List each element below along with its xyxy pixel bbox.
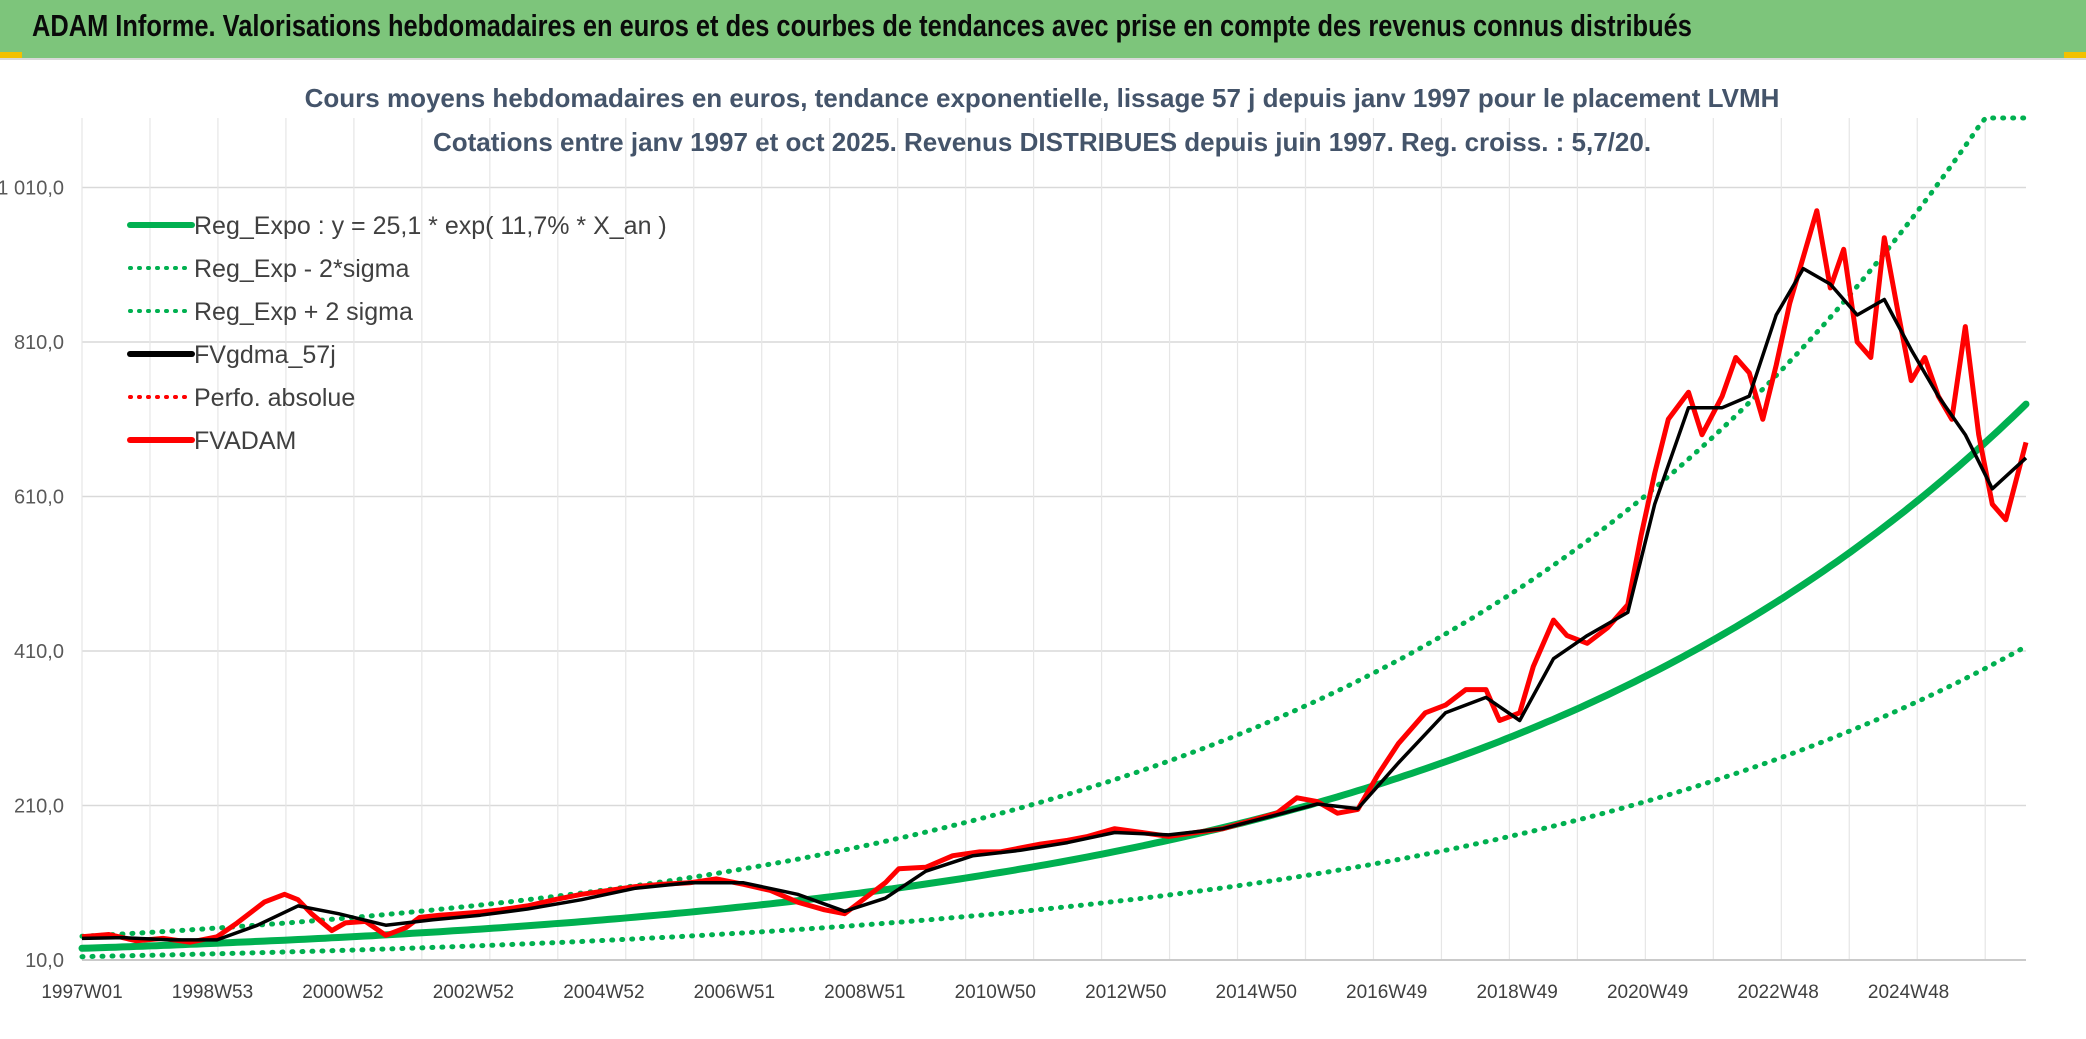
y-axis: 1 010,0 810,0 610,0 410,0 210,0 10,0 <box>0 178 64 972</box>
legend-label: Perfo. absolue <box>194 384 355 412</box>
chart-series <box>78 115 2030 960</box>
chart-grid <box>81 118 2026 961</box>
x-tick-label: 2016W49 <box>1346 982 1427 1003</box>
y-tick-label: 1 010,0 <box>0 178 64 200</box>
chart: Cours moyens hebdomadaires en euros, ten… <box>0 83 2030 1003</box>
y-tick-label: 10,0 <box>25 950 64 972</box>
x-tick-label: 2006W51 <box>694 982 775 1003</box>
x-tick-label: 2022W48 <box>1737 982 1818 1003</box>
legend-label: FVADAM <box>194 427 296 455</box>
legend-label: Reg_Expo : y = 25,1 * exp( 11,7% * X_an … <box>194 212 667 240</box>
y-tick-label: 610,0 <box>14 487 64 509</box>
fvgdma-line <box>81 266 2028 942</box>
trend-upper-line <box>79 115 2029 939</box>
x-tick-label: 1997W01 <box>41 982 122 1003</box>
header-banner: ADAM Informe. Valorisations hebdomadaire… <box>0 0 2086 58</box>
x-tick-label: 2018W49 <box>1476 982 1557 1003</box>
y-tick-label: 810,0 <box>14 332 64 354</box>
legend-label: Reg_Exp - 2*sigma <box>194 255 409 283</box>
chart-title: Cours moyens hebdomadaires en euros, ten… <box>305 83 1780 113</box>
trend-line <box>78 400 2030 952</box>
x-tick-label: 2012W50 <box>1085 982 1166 1003</box>
chart-area: Cours moyens hebdomadaires en euros, ten… <box>0 58 2086 1039</box>
y-tick-label: 210,0 <box>14 796 64 818</box>
legend-label: Reg_Exp + 2 sigma <box>194 298 413 326</box>
chart-subtitle: Cotations entre janv 1997 et oct 2025. R… <box>433 127 1651 157</box>
x-tick-label: 2010W50 <box>955 982 1036 1003</box>
x-tick-label: 2014W50 <box>1216 982 1297 1003</box>
x-tick-label: 1998W53 <box>172 982 253 1003</box>
trend-lower-line <box>79 644 2029 960</box>
chart-legend: Reg_Expo : y = 25,1 * exp( 11,7% * X_an … <box>127 212 667 455</box>
x-tick-label: 2000W52 <box>302 982 383 1003</box>
x-axis: 1997W01 1998W53 2000W52 2002W52 2004W52 2006W… <box>41 982 1949 1003</box>
y-tick-label: 410,0 <box>14 641 64 663</box>
legend-label: FVgdma_57j <box>194 341 336 369</box>
x-tick-label: 2004W52 <box>563 982 644 1003</box>
header-title: ADAM Informe. Valorisations hebdomadaire… <box>32 8 1692 43</box>
corner-marker-right <box>2064 52 2086 58</box>
x-tick-label: 2020W49 <box>1607 982 1688 1003</box>
corner-marker-left <box>0 52 22 58</box>
x-tick-label: 2008W51 <box>824 982 905 1003</box>
x-tick-label: 2024W48 <box>1868 982 1949 1003</box>
x-tick-label: 2002W52 <box>433 982 514 1003</box>
